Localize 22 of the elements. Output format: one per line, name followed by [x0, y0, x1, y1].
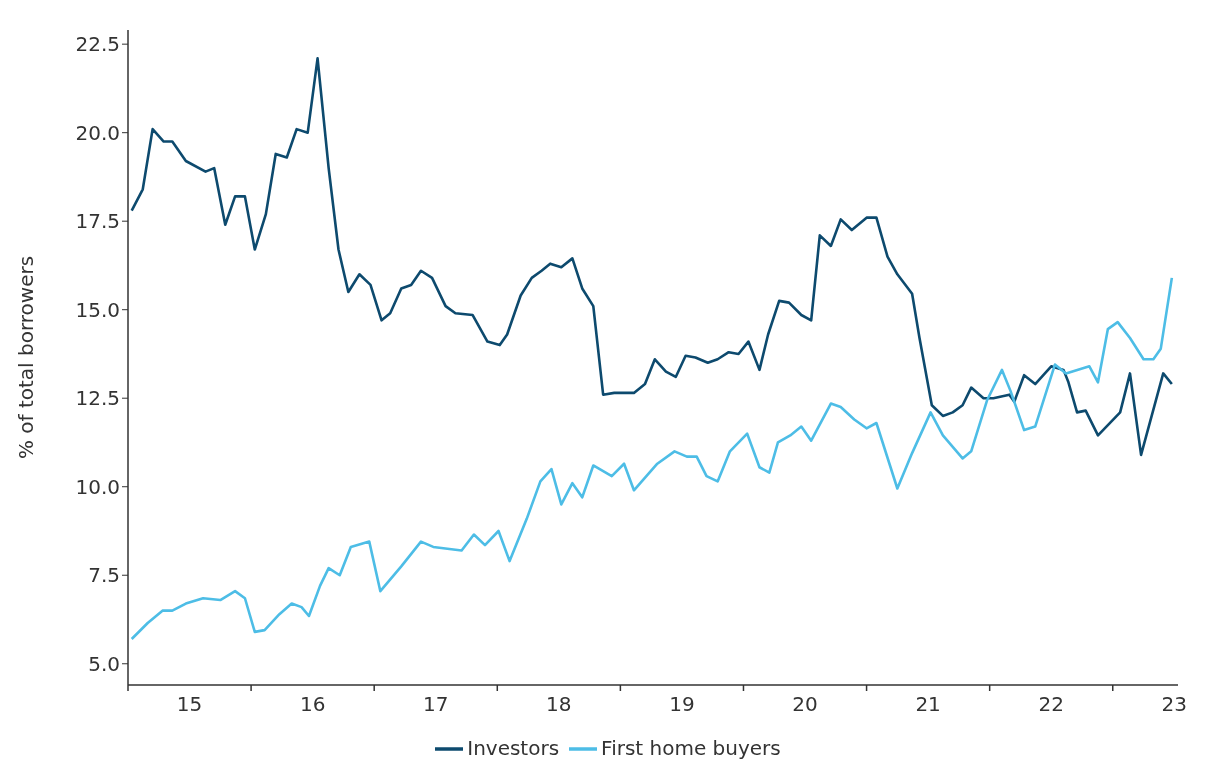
x-tick-label: 23 [1161, 692, 1188, 716]
legend-label: Investors [467, 735, 560, 760]
x-tick-label: 19 [669, 692, 695, 716]
y-tick-label: 17.5 [75, 209, 120, 234]
legend-label: First home buyers [601, 735, 781, 760]
x-tick-label: 15 [176, 692, 203, 716]
y-tick-label: 5.0 [88, 651, 120, 676]
x-tick-label: 22 [1038, 692, 1064, 716]
line-series [130, 276, 1174, 641]
y-tick-label: 22.5 [75, 32, 120, 57]
y-tick-label: 15.0 [75, 297, 120, 322]
x-tick-label: 17 [423, 692, 449, 716]
y-tick-label: 12.5 [75, 386, 120, 411]
y-tick-label: 7.5 [88, 563, 120, 588]
x-tick-label: 21 [915, 692, 941, 716]
y-axis-title: % of total borrowers [14, 255, 39, 460]
y-tick-label: 10.0 [75, 474, 120, 499]
x-tick-label: 18 [546, 692, 572, 716]
line-series [130, 57, 1174, 457]
x-tick-label: 16 [299, 692, 326, 716]
x-tick-label: 20 [792, 692, 818, 716]
y-tick-label: 20.0 [75, 120, 120, 145]
